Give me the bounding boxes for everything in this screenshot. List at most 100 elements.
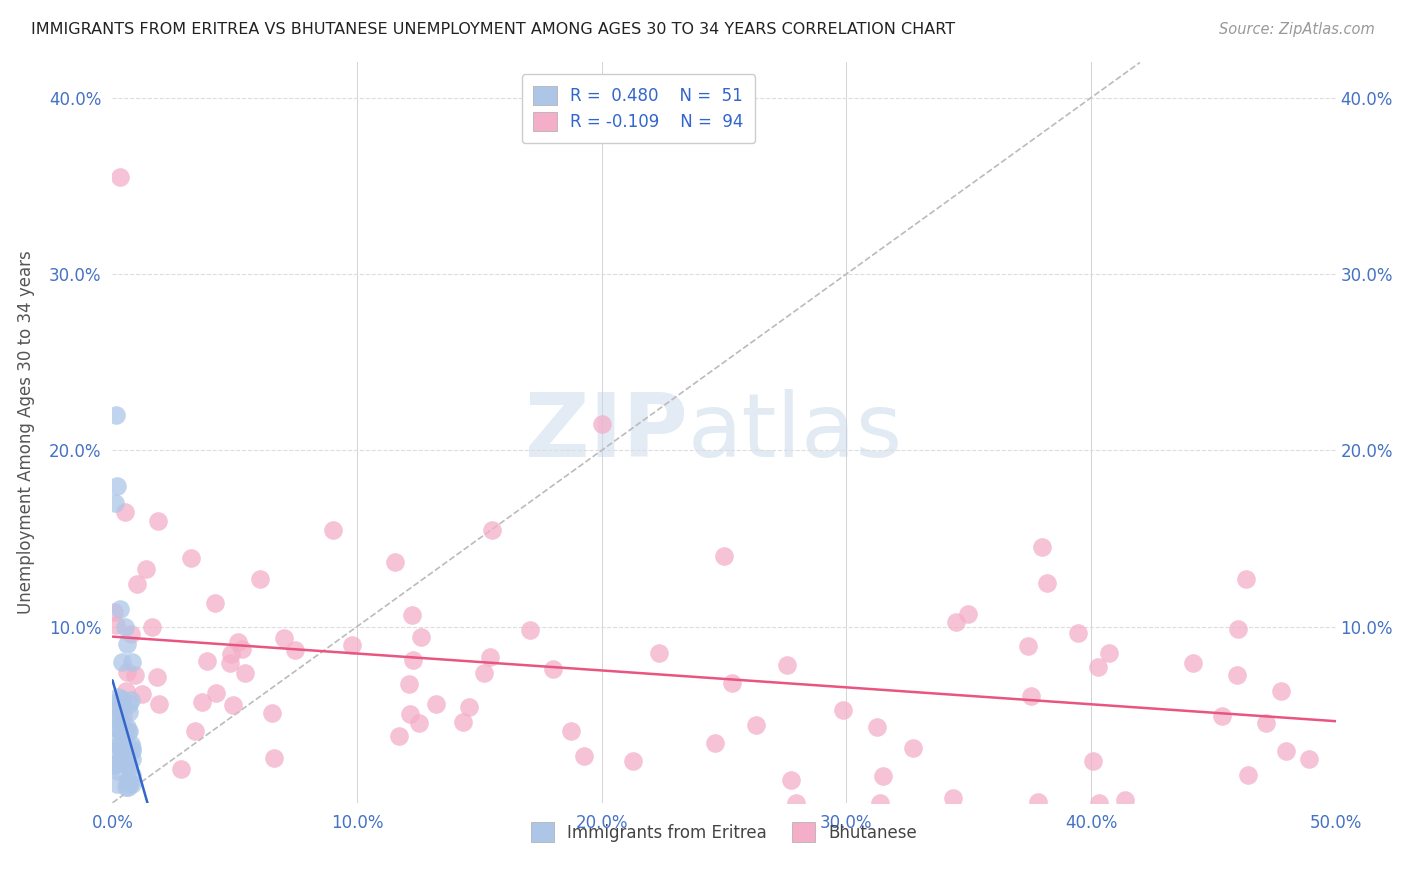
Point [1254, 715, 1277, 730]
Point [222, 698, 245, 712]
Point [1275, 744, 1298, 758]
Point [263, 751, 285, 765]
Point [148, 697, 170, 711]
Point [105, 721, 128, 735]
Point [111, 748, 134, 763]
Point [121, 752, 143, 766]
Point [170, 762, 193, 776]
Point [141, 620, 163, 634]
Point [1017, 639, 1039, 653]
Point [103, 756, 125, 771]
Point [105, 711, 128, 725]
Text: atlas: atlas [688, 389, 903, 476]
Point [118, 705, 141, 719]
Point [219, 657, 242, 671]
Point [121, 744, 143, 758]
Point [591, 417, 613, 431]
Point [120, 693, 142, 707]
Point [110, 709, 132, 723]
Point [273, 631, 295, 645]
Point [120, 737, 142, 751]
Point [398, 677, 420, 691]
Point [832, 703, 855, 717]
Point [105, 478, 128, 492]
Point [942, 790, 965, 805]
Point [785, 796, 807, 810]
Point [110, 702, 132, 716]
Point [425, 697, 447, 711]
Point [121, 767, 143, 781]
Point [112, 733, 135, 747]
Point [398, 707, 420, 722]
Point [104, 757, 127, 772]
Point [519, 624, 541, 638]
Point [1227, 622, 1250, 636]
Point [1181, 656, 1204, 670]
Point [903, 741, 925, 756]
Point [118, 697, 141, 711]
Point [105, 777, 128, 791]
Point [481, 523, 503, 537]
Point [1081, 754, 1104, 768]
Point [115, 780, 138, 794]
Point [249, 572, 271, 586]
Point [114, 684, 136, 698]
Point [104, 496, 127, 510]
Point [125, 577, 148, 591]
Point [574, 749, 596, 764]
Point [111, 655, 134, 669]
Point [1098, 646, 1121, 660]
Point [401, 607, 423, 622]
Point [108, 602, 131, 616]
Point [478, 650, 501, 665]
Text: ZIP: ZIP [524, 389, 688, 476]
Point [107, 690, 129, 705]
Point [115, 720, 138, 734]
Point [472, 665, 495, 680]
Point [1237, 768, 1260, 782]
Point [204, 596, 226, 610]
Point [1088, 796, 1111, 810]
Point [260, 706, 283, 721]
Point [105, 733, 128, 747]
Point [180, 550, 202, 565]
Point [101, 743, 124, 757]
Point [957, 607, 980, 622]
Point [342, 638, 364, 652]
Point [115, 773, 138, 788]
Point [205, 686, 228, 700]
Point [1298, 752, 1320, 766]
Point [118, 776, 141, 790]
Point [543, 662, 565, 676]
Point [458, 700, 481, 714]
Point [111, 709, 134, 723]
Point [104, 618, 127, 632]
Point [235, 665, 257, 680]
Point [112, 722, 135, 736]
Point [231, 642, 253, 657]
Point [131, 687, 153, 701]
Point [1225, 668, 1247, 682]
Point [107, 739, 129, 753]
Point [110, 741, 132, 756]
Point [1270, 684, 1292, 698]
Point [111, 691, 134, 706]
Point [105, 408, 128, 422]
Point [713, 549, 735, 563]
Point [384, 555, 406, 569]
Point [221, 647, 243, 661]
Point [115, 665, 138, 679]
Point [872, 769, 894, 783]
Point [745, 717, 768, 731]
Point [1026, 795, 1049, 809]
Point [647, 646, 669, 660]
Point [117, 759, 139, 773]
Point [103, 696, 125, 710]
Text: IMMIGRANTS FROM ERITREA VS BHUTANESE UNEMPLOYMENT AMONG AGES 30 TO 34 YEARS CORR: IMMIGRANTS FROM ERITREA VS BHUTANESE UNE… [31, 22, 955, 37]
Point [1067, 625, 1090, 640]
Point [114, 619, 136, 633]
Point [118, 724, 141, 739]
Point [197, 654, 219, 668]
Point [124, 668, 146, 682]
Point [120, 627, 142, 641]
